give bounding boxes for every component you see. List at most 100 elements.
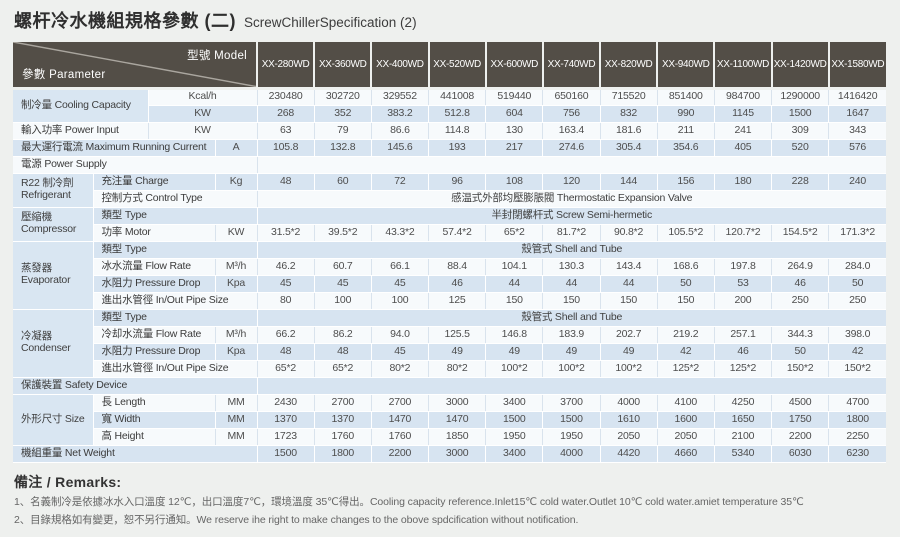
parameter-label-cell: 充注量 Charge [93, 173, 216, 191]
value-cell: 50 [657, 275, 715, 293]
parameter-label-cell: 水阻力 Pressure Drop [93, 343, 216, 361]
table-row: 進出水管徑 In/Out Pipe Size 80 100 100 125 150 150 1… [13, 292, 886, 310]
value-cell: 49 [428, 343, 487, 361]
value-cell: 45 [371, 275, 430, 293]
unit-cell: MM [215, 394, 258, 412]
value-cell: 65*2 [485, 224, 544, 242]
value-cell: 50 [828, 275, 886, 293]
value-cell: 193 [428, 139, 487, 157]
unit-cell: Kpa [215, 343, 258, 361]
value-cell: 715520 [600, 88, 658, 106]
value-cell: 4000 [600, 394, 658, 412]
value-cell: 4660 [657, 445, 715, 463]
diagonal-header-cell: 型號 Model 參數 Parameter [13, 42, 257, 90]
value-cell: 264.9 [771, 258, 830, 276]
table-row: 機組重量 Net Weight 1500 1800 2200 3000 3400 4000 4… [13, 445, 886, 463]
value-cell: 46 [771, 275, 830, 293]
value-cell: 163.4 [542, 122, 601, 140]
value-cell: 1850 [428, 428, 487, 446]
value-cell: 4420 [600, 445, 658, 463]
value-cell: 519440 [485, 88, 544, 106]
value-cell: 3400 [485, 394, 544, 412]
value-cell: 1500 [485, 411, 544, 429]
value-cell: 46 [428, 275, 487, 293]
value-cell: 49 [600, 343, 658, 361]
value-cell: 42 [657, 343, 715, 361]
value-cell: 50 [771, 343, 830, 361]
parameter-header-label: 參數 Parameter [22, 68, 106, 81]
value-cell: 180 [714, 173, 773, 191]
model-column-header: XX-820WD [599, 42, 658, 90]
value-cell: 150 [542, 292, 601, 310]
value-cell: 520 [771, 139, 830, 157]
value-cell: 66.2 [257, 326, 315, 344]
merged-value-cell: 感温式外部均壓膨脹閥 Thermostatic Expansion Valve [257, 190, 886, 208]
parameter-label-cell: 寬 Width [93, 411, 216, 429]
value-cell: 4100 [657, 394, 715, 412]
value-cell: 4500 [771, 394, 830, 412]
value-cell: 49 [542, 343, 601, 361]
value-cell: 90.8*2 [600, 224, 658, 242]
value-cell: 268 [257, 105, 315, 123]
value-cell: 305.4 [600, 139, 658, 157]
value-cell: 250 [771, 292, 830, 310]
value-cell: 66.1 [371, 258, 430, 276]
value-cell: 343 [828, 122, 886, 140]
value-cell: 100 [371, 292, 430, 310]
value-cell: 48 [257, 343, 315, 361]
value-cell: 154.5*2 [771, 224, 830, 242]
value-cell: 42 [828, 343, 886, 361]
remark-line-1: 1、名義制冷是依據冰水入口溫度 12℃，出口溫度7℃，環境溫度 35℃得出。Co… [14, 496, 804, 508]
value-cell: 2050 [657, 428, 715, 446]
value-cell: 88.4 [428, 258, 487, 276]
value-cell: 96 [428, 173, 487, 191]
value-cell: 302720 [314, 88, 372, 106]
value-cell: 405 [714, 139, 773, 157]
value-cell: 94.0 [371, 326, 430, 344]
value-cell: 44 [485, 275, 544, 293]
unit-cell: A [215, 139, 258, 157]
value-cell: 604 [485, 105, 544, 123]
value-cell: 104.1 [485, 258, 544, 276]
value-cell: 108 [485, 173, 544, 191]
value-cell: 1760 [371, 428, 430, 446]
value-cell: 114.8 [428, 122, 487, 140]
value-cell: 80*2 [428, 360, 487, 378]
value-cell: 202.7 [600, 326, 658, 344]
value-cell: 79 [314, 122, 372, 140]
value-cell: 2700 [371, 394, 430, 412]
unit-cell: Kg [215, 173, 258, 191]
value-cell: 120 [542, 173, 601, 191]
value-cell: 2250 [828, 428, 886, 446]
table-row: 冷却水流量 Flow Rate M³/h 66.2 86.2 94.0 125.5 146.… [13, 326, 886, 344]
value-cell: 217 [485, 139, 544, 157]
value-cell: 39.5*2 [314, 224, 372, 242]
parameter-label-cell: 高 Height [93, 428, 216, 446]
table-row: 高 Height MM 1723 1760 1760 1850 1950 1950 2050 20… [13, 428, 886, 446]
value-cell: 86.6 [371, 122, 430, 140]
category-cell: 壓縮機 Compressor [13, 207, 94, 242]
parameter-label-cell: 機組重量 Net Weight [13, 445, 258, 463]
value-cell: 441008 [428, 88, 487, 106]
value-cell: 5340 [714, 445, 773, 463]
table-header-row: 型號 Model 參數 Parameter XX-280WD XX-360WD XX… [13, 42, 886, 90]
page-title: 螺杆冷水機組規格參數 (二) ScrewChillerSpecification … [14, 7, 417, 33]
table-row: 外形尺寸 Size 長 Length MM 2430 2700 2700 3000 3400 3… [13, 394, 886, 446]
value-cell: 45 [314, 275, 372, 293]
value-cell: 80*2 [371, 360, 430, 378]
value-cell: 156 [657, 173, 715, 191]
remarks-title: 備注 / Remarks: [14, 474, 122, 490]
value-cell: 1760 [314, 428, 372, 446]
value-cell: 45 [257, 275, 315, 293]
value-cell: 851400 [657, 88, 715, 106]
value-cell: 60 [314, 173, 372, 191]
value-cell: 219.2 [657, 326, 715, 344]
table-row: 壓縮機 Compressor 類型 Type 半封閉螺杆式 Screw Semi-h… [13, 207, 886, 242]
value-cell: 145.6 [371, 139, 430, 157]
value-cell: 183.9 [542, 326, 601, 344]
model-column-header: XX-1100WD [713, 42, 772, 90]
value-cell: 1800 [828, 411, 886, 429]
value-cell: 43.3*2 [371, 224, 430, 242]
value-cell: 1500 [257, 445, 315, 463]
value-cell: 81.7*2 [542, 224, 601, 242]
